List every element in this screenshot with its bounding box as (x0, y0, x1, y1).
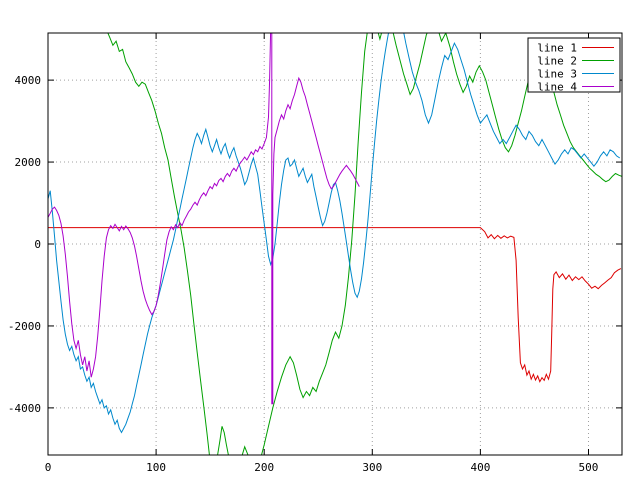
x-tick-label: 400 (470, 461, 490, 474)
legend-label: line 2 (537, 55, 577, 68)
series-line-1 (48, 227, 622, 383)
series-line-3 (48, 33, 621, 434)
y-tick-label: 0 (34, 238, 41, 251)
x-tick-label: 300 (362, 461, 382, 474)
y-tick-label: 2000 (15, 156, 42, 169)
series-line-4 (48, 33, 360, 405)
legend-label: line 1 (537, 42, 577, 55)
legend-label: line 4 (537, 81, 577, 94)
y-tick-label: 4000 (15, 74, 42, 87)
x-tick-label: 200 (254, 461, 274, 474)
legend-label: line 3 (537, 68, 577, 81)
x-tick-label: 0 (45, 461, 52, 474)
x-tick-label: 500 (579, 461, 599, 474)
y-tick-label: -2000 (8, 320, 41, 333)
y-tick-label: -4000 (8, 402, 41, 415)
x-tick-label: 100 (146, 461, 166, 474)
